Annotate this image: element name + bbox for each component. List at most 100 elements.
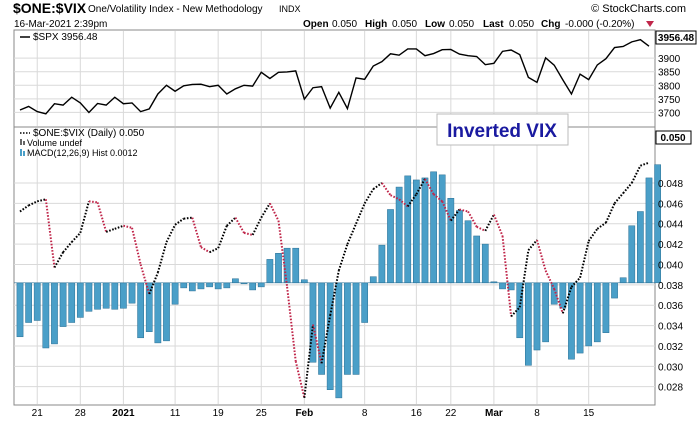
indicator-y-tick-label: 0.048 xyxy=(658,179,683,190)
vix-line-segment xyxy=(165,224,176,243)
x-tick-label: 11 xyxy=(170,408,181,419)
histogram-bar xyxy=(593,282,601,343)
vix-line-segment xyxy=(209,247,219,254)
histogram-bar xyxy=(352,282,360,375)
x-tick-label: 25 xyxy=(256,408,268,419)
histogram-bar xyxy=(473,235,481,284)
histogram-bar xyxy=(188,282,196,292)
vix-line-segment xyxy=(355,202,366,225)
macd-legend-icon-bar xyxy=(23,151,25,156)
histogram-bar xyxy=(128,282,136,304)
histogram-bar xyxy=(369,276,377,284)
x-tick-label: 8 xyxy=(362,408,368,419)
low-label: Low xyxy=(425,19,445,30)
histogram-bar xyxy=(387,209,394,284)
histogram-bar xyxy=(335,282,343,399)
histogram-bar xyxy=(542,282,549,343)
macd-histogram xyxy=(14,164,661,399)
vix-line-segment xyxy=(329,270,340,316)
x-tick-label: 15 xyxy=(583,408,595,419)
vix-line-segment xyxy=(561,286,573,314)
vix-line-segment xyxy=(613,192,624,205)
vix-line-segment xyxy=(381,182,392,196)
vix-line-segment xyxy=(311,324,323,364)
indicator-y-tick-label: 0.036 xyxy=(658,301,683,312)
vix-line-segment xyxy=(536,239,547,271)
histogram-bar xyxy=(76,282,84,318)
vix-last-value-box xyxy=(655,130,692,145)
histogram-bar xyxy=(525,282,532,366)
histogram-bar xyxy=(438,174,446,284)
vix-line-segment xyxy=(518,250,530,308)
price-panel xyxy=(13,29,656,128)
vix-line-segment xyxy=(587,228,599,242)
price-grid xyxy=(14,31,655,126)
histogram-bar xyxy=(154,282,162,344)
price-y-tick-label: 3900 xyxy=(658,54,681,65)
vix-line-segment xyxy=(251,217,263,236)
vix-line-segment xyxy=(605,202,616,224)
chart-name: One/Volatility Index - New Methodology xyxy=(88,4,263,15)
histogram-bar xyxy=(619,277,627,284)
histogram-bar xyxy=(602,282,610,333)
vix-line-segment xyxy=(640,161,650,167)
chg-down-arrow-icon xyxy=(646,21,654,27)
histogram-bar xyxy=(533,282,541,351)
vix-line-segment xyxy=(62,241,73,253)
x-tick-label: 8 xyxy=(534,408,540,419)
vix-line-segment xyxy=(570,277,581,288)
price-y-tick-label: 3700 xyxy=(658,108,681,119)
vix-line-segment xyxy=(476,225,486,232)
histogram-bar xyxy=(137,282,144,339)
indicator-y-tick-label: 0.034 xyxy=(658,322,683,333)
histogram-bar xyxy=(499,282,506,290)
vix-line-segment xyxy=(70,232,82,243)
chart-symbol: $ONE:$VIX xyxy=(13,0,87,16)
histogram-bar xyxy=(180,282,188,289)
histogram-bar xyxy=(275,253,282,284)
histogram-bar xyxy=(68,282,76,323)
indicator-y-tick-label: 0.040 xyxy=(658,260,683,271)
price-y-tick-label: 3850 xyxy=(658,68,681,79)
vix-last-value: 0.050 xyxy=(660,133,685,144)
vix-line-segment xyxy=(183,216,193,220)
histogram-bar xyxy=(249,282,256,291)
vix-line-segment xyxy=(441,200,452,222)
spx-legend-label: $SPX 3956.48 xyxy=(33,32,98,43)
histogram-bar xyxy=(430,171,437,284)
series-lines xyxy=(19,38,650,399)
vix-line-segment xyxy=(501,235,513,317)
vix-line-segment xyxy=(191,217,202,248)
vix-line-segment xyxy=(406,193,418,207)
vix-line-segment xyxy=(277,220,289,288)
open-value: 0.050 xyxy=(332,19,357,30)
chg-label: Chg xyxy=(541,19,560,30)
spx-price-line xyxy=(19,38,650,115)
histogram-bar xyxy=(120,282,127,309)
histogram-bar xyxy=(197,282,205,290)
histogram-bar xyxy=(33,282,41,321)
vix-line-segment xyxy=(260,202,271,219)
histogram-bar xyxy=(171,282,179,305)
vix-line-segment xyxy=(217,225,228,249)
histogram-bar xyxy=(111,282,119,310)
histogram-bar xyxy=(645,177,653,284)
x-tick-label: Mar xyxy=(485,408,503,419)
histogram-bar xyxy=(628,225,636,284)
histogram-bar xyxy=(309,282,317,363)
x-tick-label: 21 xyxy=(32,408,44,419)
indicator-y-tick-label: 0.042 xyxy=(658,240,683,251)
vix-line-segment xyxy=(226,216,237,227)
vix-line-segment xyxy=(337,243,349,271)
x-tick-label: 2021 xyxy=(112,408,135,419)
histogram-bar xyxy=(404,175,412,284)
vix-line-segment xyxy=(148,272,159,295)
vix-line-segment xyxy=(37,198,47,203)
vix-line-segment xyxy=(390,194,400,201)
vix-line-segment xyxy=(28,200,38,207)
indicator-legend: $ONE:$VIX (Daily) 0.050 Volume undef MAC… xyxy=(20,128,145,158)
spx-last-value: 3956.48 xyxy=(658,33,695,44)
vix-line-segment xyxy=(156,241,168,273)
vix-line-segment xyxy=(363,188,375,204)
